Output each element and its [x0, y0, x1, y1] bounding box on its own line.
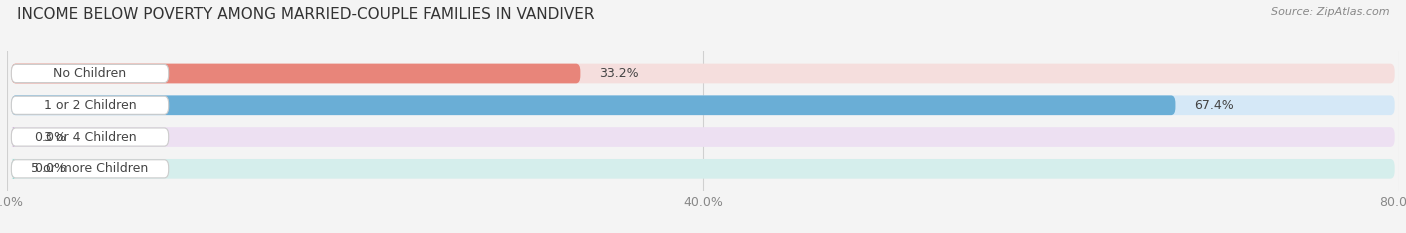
FancyBboxPatch shape — [11, 159, 1395, 179]
Text: 67.4%: 67.4% — [1194, 99, 1233, 112]
Text: 0.0%: 0.0% — [34, 162, 66, 175]
FancyBboxPatch shape — [11, 65, 169, 82]
FancyBboxPatch shape — [11, 64, 1395, 83]
Text: 33.2%: 33.2% — [599, 67, 638, 80]
FancyBboxPatch shape — [11, 128, 169, 146]
FancyBboxPatch shape — [11, 96, 169, 114]
Text: No Children: No Children — [53, 67, 127, 80]
Text: INCOME BELOW POVERTY AMONG MARRIED-COUPLE FAMILIES IN VANDIVER: INCOME BELOW POVERTY AMONG MARRIED-COUPL… — [17, 7, 595, 22]
FancyBboxPatch shape — [11, 96, 1175, 115]
FancyBboxPatch shape — [11, 64, 581, 83]
Text: Source: ZipAtlas.com: Source: ZipAtlas.com — [1271, 7, 1389, 17]
FancyBboxPatch shape — [11, 96, 1395, 115]
FancyBboxPatch shape — [11, 159, 15, 179]
Text: 1 or 2 Children: 1 or 2 Children — [44, 99, 136, 112]
Text: 0.0%: 0.0% — [34, 130, 66, 144]
FancyBboxPatch shape — [11, 127, 1395, 147]
Text: 3 or 4 Children: 3 or 4 Children — [44, 130, 136, 144]
Text: 5 or more Children: 5 or more Children — [31, 162, 149, 175]
FancyBboxPatch shape — [11, 160, 169, 178]
FancyBboxPatch shape — [11, 127, 15, 147]
